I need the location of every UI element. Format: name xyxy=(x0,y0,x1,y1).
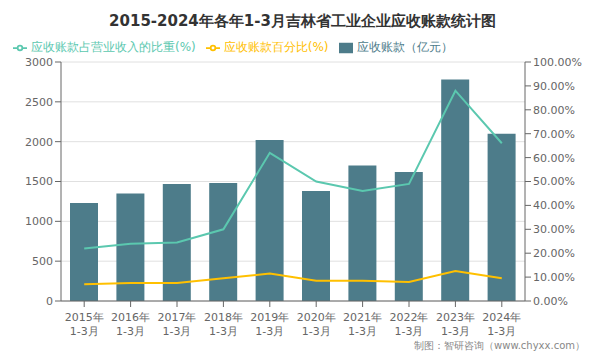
html-text:制图：智研咨询（www.chyxx.com）: 制图：智研咨询（www.chyxx.com） xyxy=(414,340,585,351)
svg-text:3000: 3000 xyxy=(25,56,53,69)
svg-text:2022年1-3月: 2022年1-3月 xyxy=(390,311,429,337)
svg-text:0.00%: 0.00% xyxy=(533,295,568,308)
html-text:2015-2024年各年1-3月吉林省工业企业应收账款统计图: 2015-2024年各年1-3月吉林省工业企业应收账款统计图 xyxy=(109,12,496,30)
svg-text:2019年1-3月: 2019年1-3月 xyxy=(250,311,289,337)
svg-text:1500: 1500 xyxy=(25,175,53,188)
svg-text:2000: 2000 xyxy=(25,136,53,149)
svg-text:2023年1-3月: 2023年1-3月 xyxy=(436,311,475,337)
svg-text:2024年1-3月: 2024年1-3月 xyxy=(482,311,521,337)
html-text:应收账款百分比(%): 应收账款百分比(%) xyxy=(223,40,329,54)
svg-text:90.00%: 90.00% xyxy=(533,80,575,93)
svg-text:2500: 2500 xyxy=(25,96,53,109)
svg-text:50.00%: 50.00% xyxy=(533,175,575,188)
svg-text:70.00%: 70.00% xyxy=(533,128,575,141)
svg-text:100.00%: 100.00% xyxy=(533,56,582,69)
svg-text:500: 500 xyxy=(32,255,53,268)
svg-text:30.00%: 30.00% xyxy=(533,223,575,236)
svg-text:0: 0 xyxy=(46,295,53,308)
svg-text:60.00%: 60.00% xyxy=(533,152,575,165)
svg-text:10.00%: 10.00% xyxy=(533,271,575,284)
html-text:应收账款占营业收入的比重(%): 应收账款占营业收入的比重(%) xyxy=(31,40,196,54)
svg-text:20.00%: 20.00% xyxy=(533,247,575,260)
svg-text:2017年1-3月: 2017年1-3月 xyxy=(158,311,197,337)
svg-text:2020年1-3月: 2020年1-3月 xyxy=(297,311,336,337)
svg-text:2018年1-3月: 2018年1-3月 xyxy=(204,311,243,337)
svg-text:2021年1-3月: 2021年1-3月 xyxy=(343,311,382,337)
svg-text:2016年1-3月: 2016年1-3月 xyxy=(111,311,150,337)
svg-text:2015年1-3月: 2015年1-3月 xyxy=(65,311,104,337)
svg-text:40.00%: 40.00% xyxy=(533,199,575,212)
html-text:应收账款（亿元）: 应收账款（亿元） xyxy=(356,40,453,54)
svg-text:80.00%: 80.00% xyxy=(533,104,575,117)
svg-text:1000: 1000 xyxy=(25,215,53,228)
